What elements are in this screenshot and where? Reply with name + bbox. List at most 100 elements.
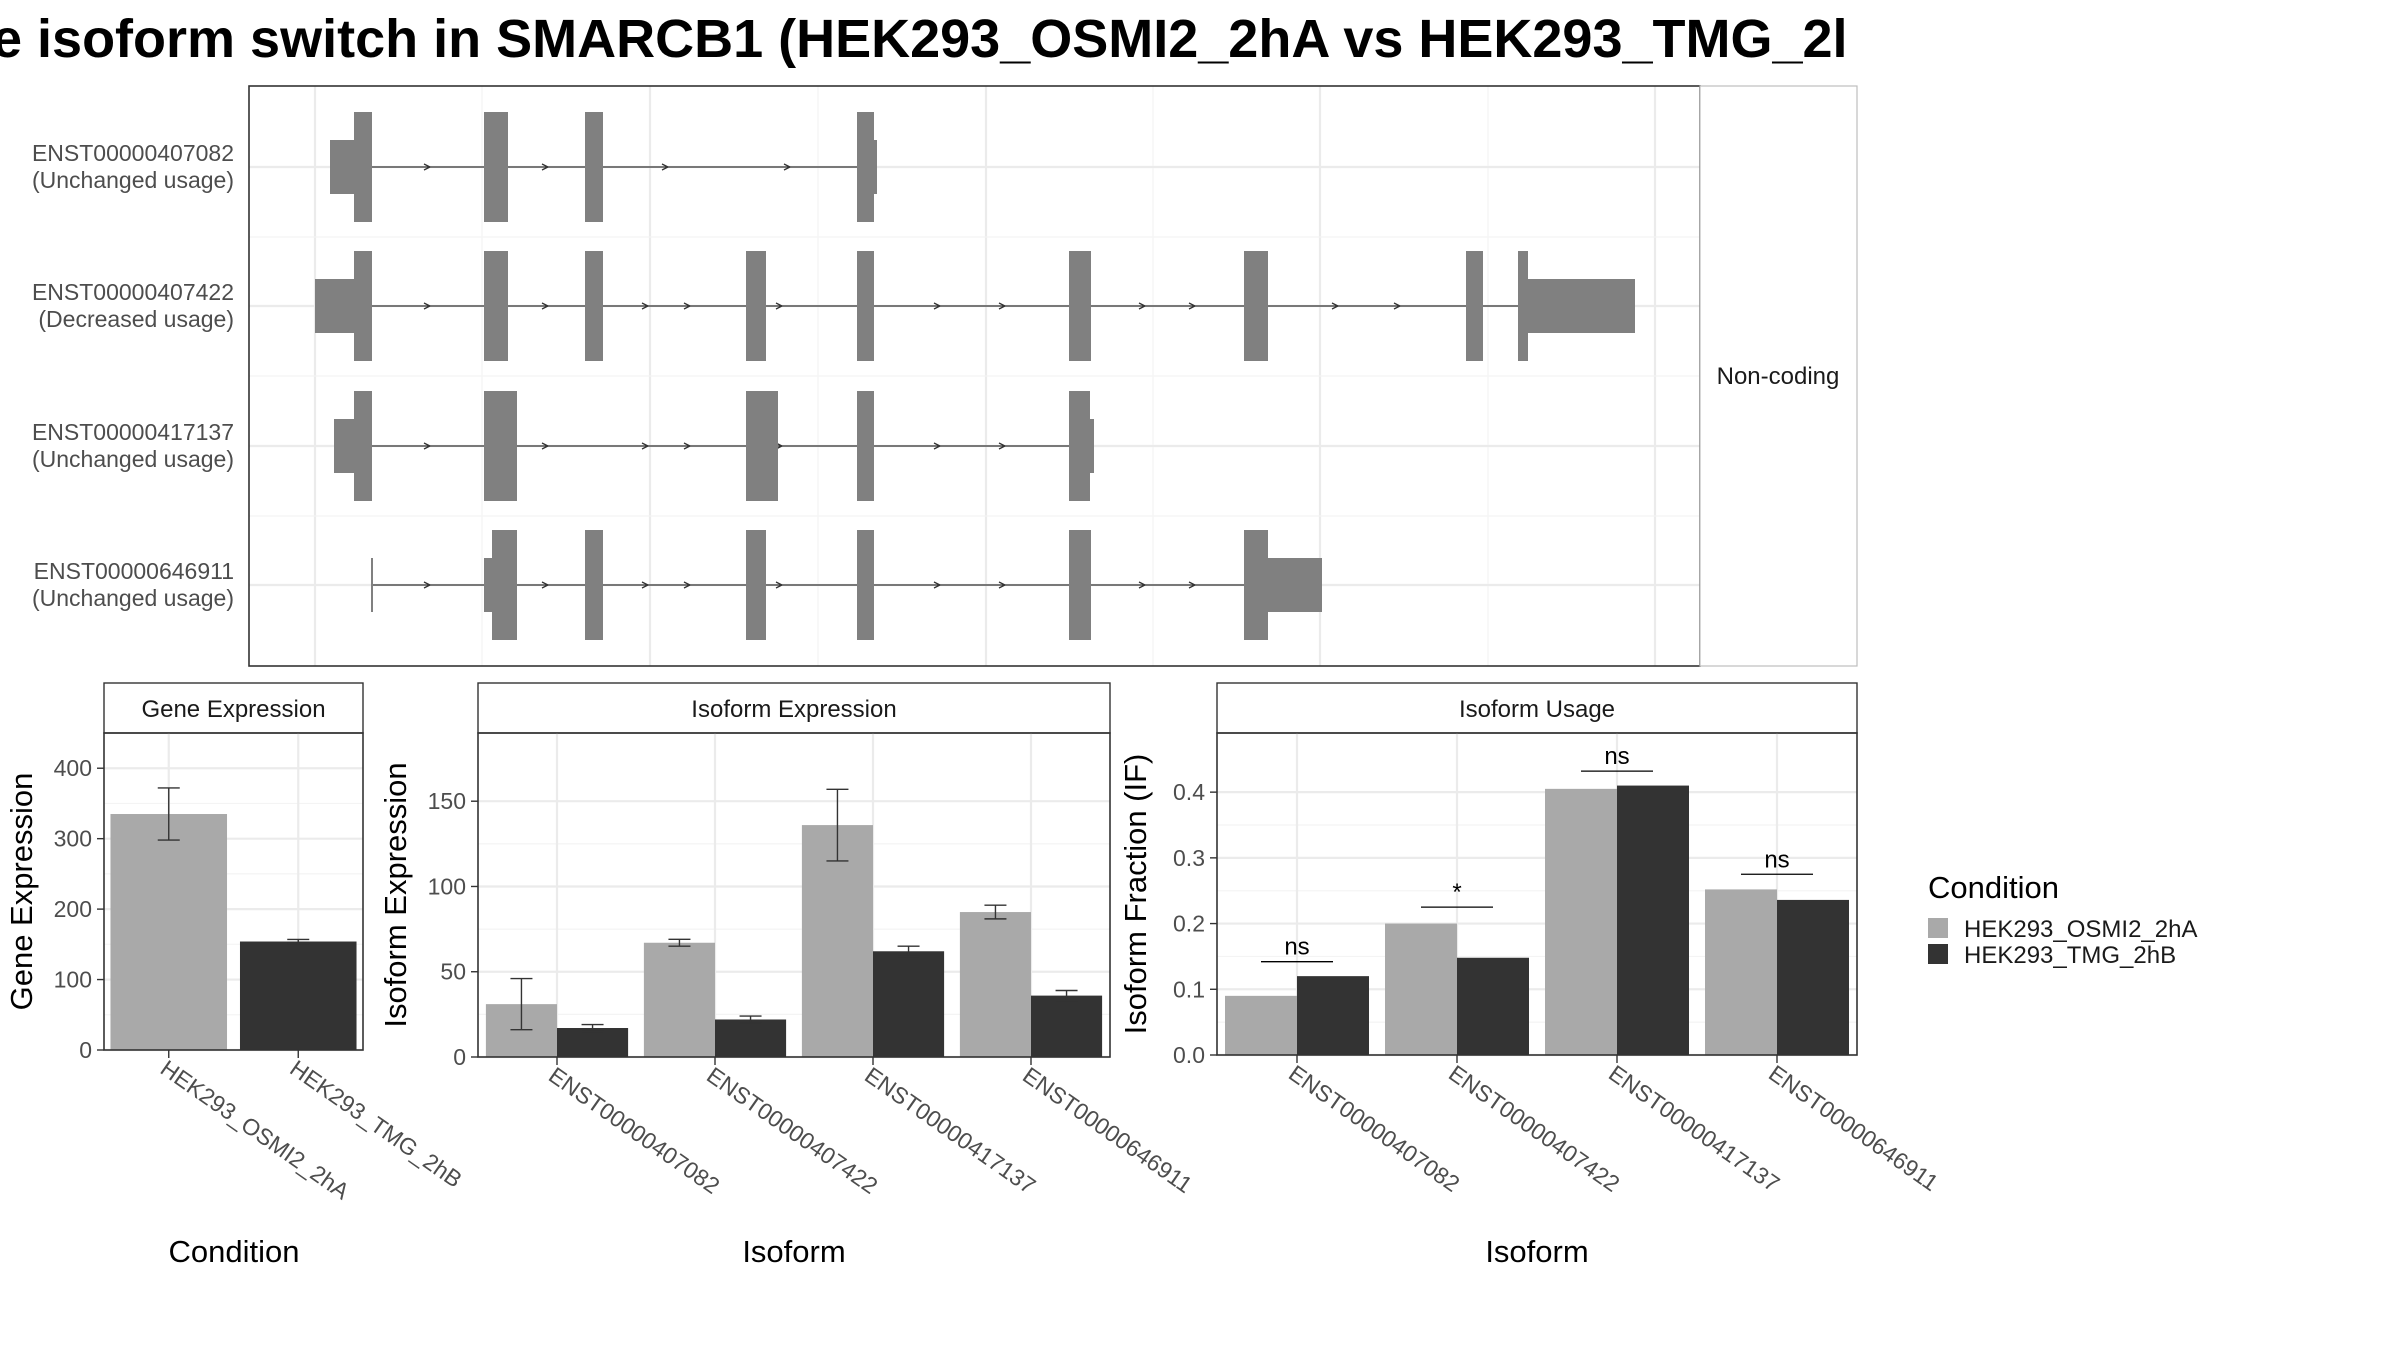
figure-title: e isoform switch in SMARCB1 (HEK293_OSMI… xyxy=(0,9,1848,69)
exon-cds xyxy=(354,251,372,361)
transcript-type-strip xyxy=(1699,85,1858,667)
bar-ENST00000407082-HEK293_OSMI2_2hA xyxy=(1225,995,1297,1055)
exon-cds xyxy=(746,530,766,640)
exon-cds xyxy=(492,530,517,640)
exon-cds xyxy=(857,251,874,361)
y-tick-label: 0 xyxy=(79,1037,92,1063)
strand-arrow xyxy=(933,442,942,450)
significance-label: ns xyxy=(1604,743,1629,770)
exon-cds xyxy=(585,530,603,640)
significance-label: ns xyxy=(1764,846,1789,873)
bar-ENST00000646911-HEK293_OSMI2_2hA xyxy=(1705,889,1777,1055)
exon-utr xyxy=(371,558,373,612)
strand-arrow xyxy=(783,163,792,171)
significance-label: * xyxy=(1452,879,1461,906)
y-tick-label: 0.1 xyxy=(1173,976,1205,1002)
panel-border xyxy=(103,732,364,1051)
strand-arrow xyxy=(423,163,432,171)
strand-arrow xyxy=(1188,302,1197,310)
strand-arrow xyxy=(998,302,1007,310)
panel-border xyxy=(1216,732,1858,1056)
error-bar xyxy=(897,945,920,958)
y-tick-label: 400 xyxy=(54,755,92,781)
strand-arrow xyxy=(423,302,432,310)
exon-cds xyxy=(746,251,766,361)
error-bar xyxy=(1055,989,1078,1002)
exon-utr xyxy=(330,140,356,194)
strand-arrow xyxy=(1138,581,1147,589)
error-bar xyxy=(157,787,180,841)
exon-cds xyxy=(484,391,517,501)
error-bar xyxy=(826,788,849,862)
legend-title: Condition xyxy=(1928,870,2059,905)
y-tick-label: 0.2 xyxy=(1173,911,1205,937)
transcript-track-ENST00000407422 xyxy=(315,251,1635,361)
exon-utr xyxy=(315,279,356,333)
panel-strip xyxy=(103,682,364,734)
transcript-usage-label: (Unchanged usage) xyxy=(32,167,234,193)
y-axis-title: Isoform Fraction (IF) xyxy=(1118,754,1153,1035)
strand-arrow xyxy=(775,581,784,589)
strand-arrow xyxy=(541,163,550,171)
strand-arrow xyxy=(1188,581,1197,589)
exon-cds xyxy=(857,112,874,222)
exon-cds xyxy=(1518,251,1528,361)
exon-cds xyxy=(484,112,508,222)
strand-arrow xyxy=(641,581,650,589)
exon-utr xyxy=(872,140,877,194)
exon-utr xyxy=(334,419,356,473)
exon-cds xyxy=(857,530,874,640)
exon-utr xyxy=(1266,558,1322,612)
y-tick-label: 100 xyxy=(54,967,92,993)
bar-HEK293_TMG_2hB xyxy=(239,941,357,1050)
bar-ENST00000407422-HEK293_OSMI2_2hA xyxy=(1385,923,1457,1055)
exon-cds xyxy=(484,251,508,361)
transcript-id-label: ENST00000407082 xyxy=(32,140,234,166)
transcript-usage-label: (Unchanged usage) xyxy=(32,585,234,611)
error-bar xyxy=(668,938,691,947)
strand-arrow xyxy=(641,302,650,310)
transcript-tracks xyxy=(315,112,1635,640)
strand-arrow xyxy=(423,442,432,450)
y-tick-label: 200 xyxy=(54,896,92,922)
bar-ENST00000407082-HEK293_TMG_2hB xyxy=(1297,976,1369,1055)
x-axis-title: Isoform xyxy=(1485,1234,1588,1269)
strand-arrow xyxy=(661,163,670,171)
strand-arrow xyxy=(998,581,1007,589)
y-axis-title: Gene Expression xyxy=(4,773,39,1011)
exon-utr xyxy=(1088,419,1094,473)
legend-label-osmi2: HEK293_OSMI2_2hA xyxy=(1964,916,2197,943)
panel-title: Isoform Expression xyxy=(691,696,896,723)
transcript-track-ENST00000646911 xyxy=(371,530,1322,640)
exon-cds xyxy=(585,251,603,361)
exon-cds xyxy=(1069,530,1091,640)
panel-title: Gene Expression xyxy=(141,696,325,723)
y-tick-label: 100 xyxy=(428,873,466,899)
transcript-track-ENST00000417137 xyxy=(334,391,1094,501)
panel-title: Isoform Usage xyxy=(1459,696,1615,723)
strand-arrow xyxy=(541,302,550,310)
legend: Condition HEK293_OSMI2_2hA HEK293_TMG_2h… xyxy=(1928,870,2197,969)
strand-arrow xyxy=(541,442,550,450)
strand-arrow xyxy=(933,581,942,589)
exon-cds xyxy=(585,112,603,222)
exon-cds xyxy=(746,391,778,501)
bar-ENST00000407082-HEK293_TMG_2hB xyxy=(557,1028,629,1057)
transcript-usage-label: (Unchanged usage) xyxy=(32,446,234,472)
error-bar xyxy=(581,1023,604,1033)
y-tick-label: 0.4 xyxy=(1173,779,1205,805)
error-bar xyxy=(739,1015,762,1024)
exon-cds xyxy=(857,391,874,501)
exon-cds xyxy=(1244,530,1268,640)
strand-arrow xyxy=(683,302,692,310)
gene-expression-panel: Gene Expression0100200300400HEK293_OSMI2… xyxy=(4,682,467,1269)
legend-label-tmg: HEK293_TMG_2hB xyxy=(1964,942,2176,969)
bar-ENST00000417137-HEK293_OSMI2_2hA xyxy=(1545,788,1617,1055)
y-tick-label: 0.0 xyxy=(1173,1042,1205,1068)
exon-cds xyxy=(1069,391,1090,501)
strand-arrow xyxy=(541,581,550,589)
x-axis-title: Condition xyxy=(169,1234,300,1269)
bar-ENST00000407422-HEK293_OSMI2_2hA xyxy=(643,942,715,1057)
strand-arrow xyxy=(641,442,650,450)
